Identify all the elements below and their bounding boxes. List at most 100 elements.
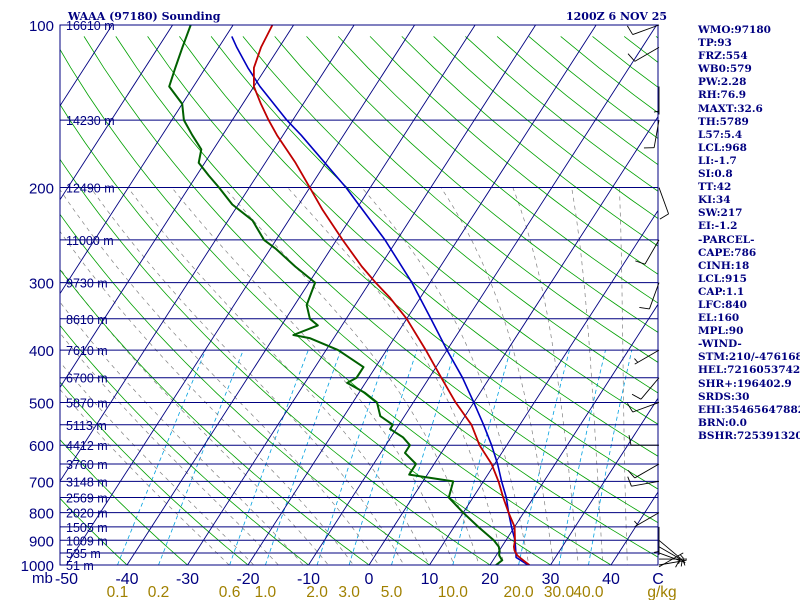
temperature-tick-label: 40 xyxy=(602,571,620,588)
moist-adiabat xyxy=(361,187,530,565)
moist-adiabat xyxy=(287,187,505,565)
wind-barb xyxy=(659,558,687,565)
wind-barb-flag xyxy=(675,558,681,568)
mixing-ratio-line xyxy=(348,349,418,565)
index-value: TH:5789 xyxy=(698,115,749,128)
temperature-tick-label: 0 xyxy=(365,571,374,588)
mixing-ratio-line xyxy=(158,349,244,565)
isotherm-line xyxy=(308,25,657,565)
index-value: EI:-1.2 xyxy=(698,220,738,233)
station-title: WAAA (97180) Sounding xyxy=(68,10,221,23)
isotherm-line xyxy=(60,25,294,389)
wind-barb-flag xyxy=(627,25,634,35)
moist-adiabat xyxy=(512,187,579,565)
index-value: -PARCEL- xyxy=(698,233,755,246)
wind-barb-half-flag xyxy=(653,110,660,113)
dry-adiabat xyxy=(60,103,552,565)
height-label: 1505 m xyxy=(66,521,108,535)
mixing-ratio-line xyxy=(117,349,206,565)
dry-adiabat xyxy=(60,158,491,565)
mixing-ratio-label: 30.0 xyxy=(544,584,575,600)
moist-adiabat xyxy=(60,230,354,565)
wind-barb-staff xyxy=(640,377,660,400)
index-value: SRDS:30 xyxy=(698,390,750,403)
temperature-tick-label: -30 xyxy=(176,571,199,588)
index-value: STM:210/-4761689 xyxy=(698,351,800,364)
height-label: 6700 m xyxy=(66,372,108,386)
isotherm-line xyxy=(247,25,597,565)
mixing-ratio-label: 2.0 xyxy=(306,584,328,600)
wind-barb-half-flag xyxy=(683,558,685,565)
pressure-tick-label: 500 xyxy=(29,395,54,412)
height-label: 3148 m xyxy=(66,475,108,489)
index-value: SI:0.8 xyxy=(698,168,733,181)
isotherm-line xyxy=(429,209,658,565)
wind-barb-flag xyxy=(659,213,669,220)
index-value: TP:93 xyxy=(698,37,732,50)
index-value: MPL:90 xyxy=(698,325,744,338)
wind-barb-staff xyxy=(632,24,660,35)
pressure-tick-label: 200 xyxy=(29,181,54,198)
index-value: MAXT:32.6 xyxy=(698,102,763,115)
mixing-ratio-unit-label: g/kg xyxy=(647,584,676,600)
wind-barb xyxy=(631,377,660,400)
mixing-ratio-label: 20.0 xyxy=(503,584,534,600)
height-label: 11000 m xyxy=(66,234,114,248)
dry-adiabat xyxy=(306,36,658,333)
wind-barb xyxy=(658,559,687,566)
index-value: WMO:97180 xyxy=(698,24,771,36)
wind-barb-staff xyxy=(649,282,660,310)
pressure-tick-label: 800 xyxy=(29,506,54,523)
dry-adiabat xyxy=(147,36,658,490)
wind-barb-flag xyxy=(627,53,636,62)
wind-barb xyxy=(653,526,660,555)
index-value: EL:160 xyxy=(698,312,740,325)
height-label: 51 m xyxy=(66,559,94,573)
background-grid xyxy=(60,25,658,565)
pressure-tick-label: 600 xyxy=(29,438,54,455)
wind-barb xyxy=(627,46,660,62)
index-value: LFC:840 xyxy=(698,298,747,311)
dry-adiabat xyxy=(210,36,658,425)
moist-adiabat xyxy=(60,388,230,565)
index-value: RH:76.9 xyxy=(698,89,747,102)
index-value: CINH:18 xyxy=(698,259,750,272)
index-value: CAPE:786 xyxy=(698,246,757,259)
height-label: 14230 m xyxy=(66,114,115,128)
sounding-profiles xyxy=(168,25,531,565)
dry-adiabat xyxy=(274,36,658,363)
mixing-ratio-label: 5.0 xyxy=(381,584,403,600)
wind-barb-half-flag xyxy=(634,520,639,526)
temperature-tick-label: -50 xyxy=(55,571,78,588)
isotherm-line xyxy=(66,25,415,565)
temperature-tick-label: -20 xyxy=(236,571,259,588)
wind-barb-staff xyxy=(658,552,686,563)
height-label: 9730 m xyxy=(66,277,108,291)
mixing-ratio-label: 0.1 xyxy=(107,584,129,600)
index-value: LI:-1.7 xyxy=(698,154,737,167)
wind-barb-flag xyxy=(631,393,642,400)
wind-barb xyxy=(658,539,681,568)
index-value: PW:2.28 xyxy=(698,76,747,89)
wind-barb xyxy=(627,463,660,479)
wind-barb-staff xyxy=(634,512,660,528)
mixing-ratio-line xyxy=(588,350,633,565)
index-value: LCL:968 xyxy=(698,141,747,154)
wind-barb-staff xyxy=(653,120,660,148)
wind-barb xyxy=(643,120,660,149)
pressure-tick-label: 100 xyxy=(29,18,54,35)
temperature-tick-label: 10 xyxy=(421,571,439,588)
moist-adiabat xyxy=(619,187,628,565)
moist-adiabat xyxy=(60,268,329,565)
height-label: 535 m xyxy=(66,547,101,561)
wind-barb xyxy=(639,282,660,310)
isotherm-line xyxy=(489,303,658,565)
wind-barb xyxy=(628,435,659,446)
wind-barb xyxy=(658,187,669,220)
height-label: 5113 m xyxy=(66,419,107,433)
mixing-ratio-label: 0.6 xyxy=(219,584,241,600)
dewpoint-trace xyxy=(168,25,504,565)
isotherm-line xyxy=(60,25,355,483)
